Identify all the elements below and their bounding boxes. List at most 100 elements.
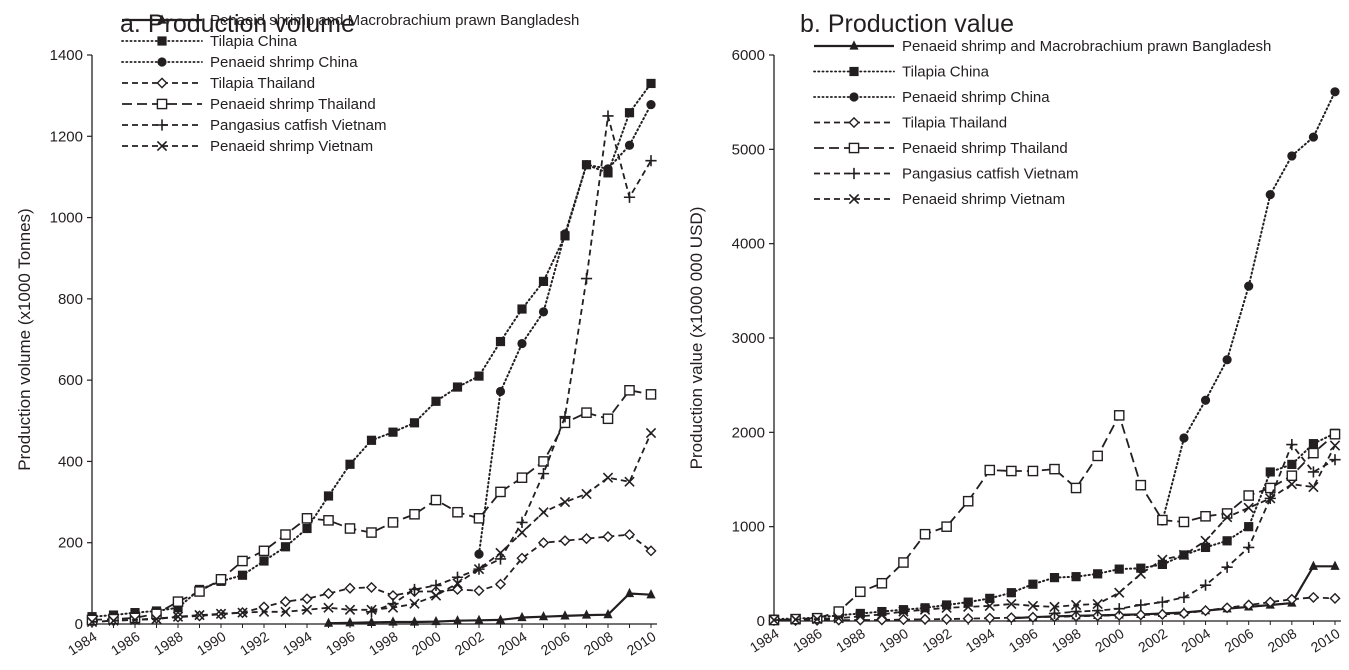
data-point [1244,281,1254,291]
data-point [602,413,614,425]
y-tick-label: 6000 [732,47,765,64]
legend-label: Penaeid shrimp and Macrobrachium prawn B… [210,12,579,29]
y-tick-label: 1200 [50,128,83,145]
data-point [280,542,291,552]
data-point [580,533,593,545]
data-point [646,99,656,110]
data-point [624,476,635,487]
data-point [451,571,464,583]
y-tick-label: 400 [58,453,83,470]
data-point [258,601,270,613]
data-point [301,604,313,615]
data-point [537,468,550,480]
data-point [1265,190,1275,200]
data-point [898,605,909,615]
data-point [517,304,527,314]
data-point [1243,490,1254,501]
data-point [919,604,931,615]
data-point [1092,605,1104,617]
chart-production-value: 0 1000 2000 3000 4000 5000 6000 1984 1986 1988 199… [687,38,1343,655]
data-point [494,578,507,590]
panel-letter-b: b. [800,10,821,38]
legend-marker [849,66,859,77]
data-point [1070,605,1082,618]
data-point [1113,410,1125,421]
data-point [1135,609,1147,621]
data-point [1308,481,1319,493]
data-point [1157,559,1167,569]
data-point [431,396,441,406]
legend-marker [848,193,860,205]
data-point [645,389,657,400]
data-point [790,614,801,625]
x-tick-label: 2000 [1092,625,1127,655]
data-point [430,579,442,591]
legend-marker [848,167,860,180]
data-point [1308,560,1319,570]
data-point [963,601,974,613]
data-point [833,613,844,624]
data-point [624,587,635,598]
data-point [1136,563,1146,573]
y-tick-label: 3000 [732,330,765,347]
data-point [452,382,463,392]
data-point [602,110,614,122]
data-point [345,617,355,627]
x-tick-label: 2008 [581,628,616,658]
series-line [1054,442,1336,615]
x-tick-label: 1986 [790,625,825,655]
data-point [1049,463,1060,475]
y-tick-label: 2000 [732,424,765,441]
data-point [473,563,485,575]
data-point [366,616,377,626]
data-point [941,613,953,625]
panel-title-text-a: Production volume [147,10,355,38]
data-point [645,545,657,557]
data-point [623,191,636,203]
series-penaeid-shrimp-vietnam [768,440,1341,626]
y-tick-label: 0 [75,616,83,633]
data-point [1264,596,1276,608]
data-point [1308,447,1319,459]
x-tick-label: 1988 [833,625,868,655]
data-point [1135,479,1147,491]
x-tick-label: 2006 [1221,625,1256,655]
data-point [537,537,550,549]
data-point [602,531,614,543]
data-point [538,307,549,317]
data-point [409,598,420,609]
legend-marker [157,36,167,46]
data-point [941,602,952,613]
data-point [919,528,931,540]
data-point [560,229,570,239]
data-point [516,516,528,528]
x-tick-label: 2002 [452,628,487,658]
data-point [516,527,528,538]
data-point [301,513,313,524]
data-point [344,523,356,534]
series-penaeid-shrimp-vietnam [86,427,657,628]
data-point [452,615,463,625]
y-axis-label: Production value (x1000 000 USD) [687,207,706,470]
data-point [366,604,377,615]
legend-marker [848,116,860,129]
data-point [151,613,162,625]
legend-marker [156,77,168,89]
data-point [897,613,910,626]
data-point [811,613,823,625]
data-point [603,164,613,174]
data-point [1157,554,1168,565]
data-point [1329,440,1341,451]
data-point [344,582,356,594]
data-point [452,578,463,589]
data-point [1264,482,1276,494]
series-line [91,389,652,621]
chart-title-production-value: b. Production value [800,10,1014,39]
x-tick-label: 2010 [624,628,659,658]
data-point [833,606,845,617]
data-point [560,610,570,620]
legend-label: Penaeid shrimp Thailand [902,140,1068,157]
series-penaeid-shrimp-china [1157,87,1340,526]
data-point [517,338,527,349]
x-tick-label: 1990 [194,628,229,658]
